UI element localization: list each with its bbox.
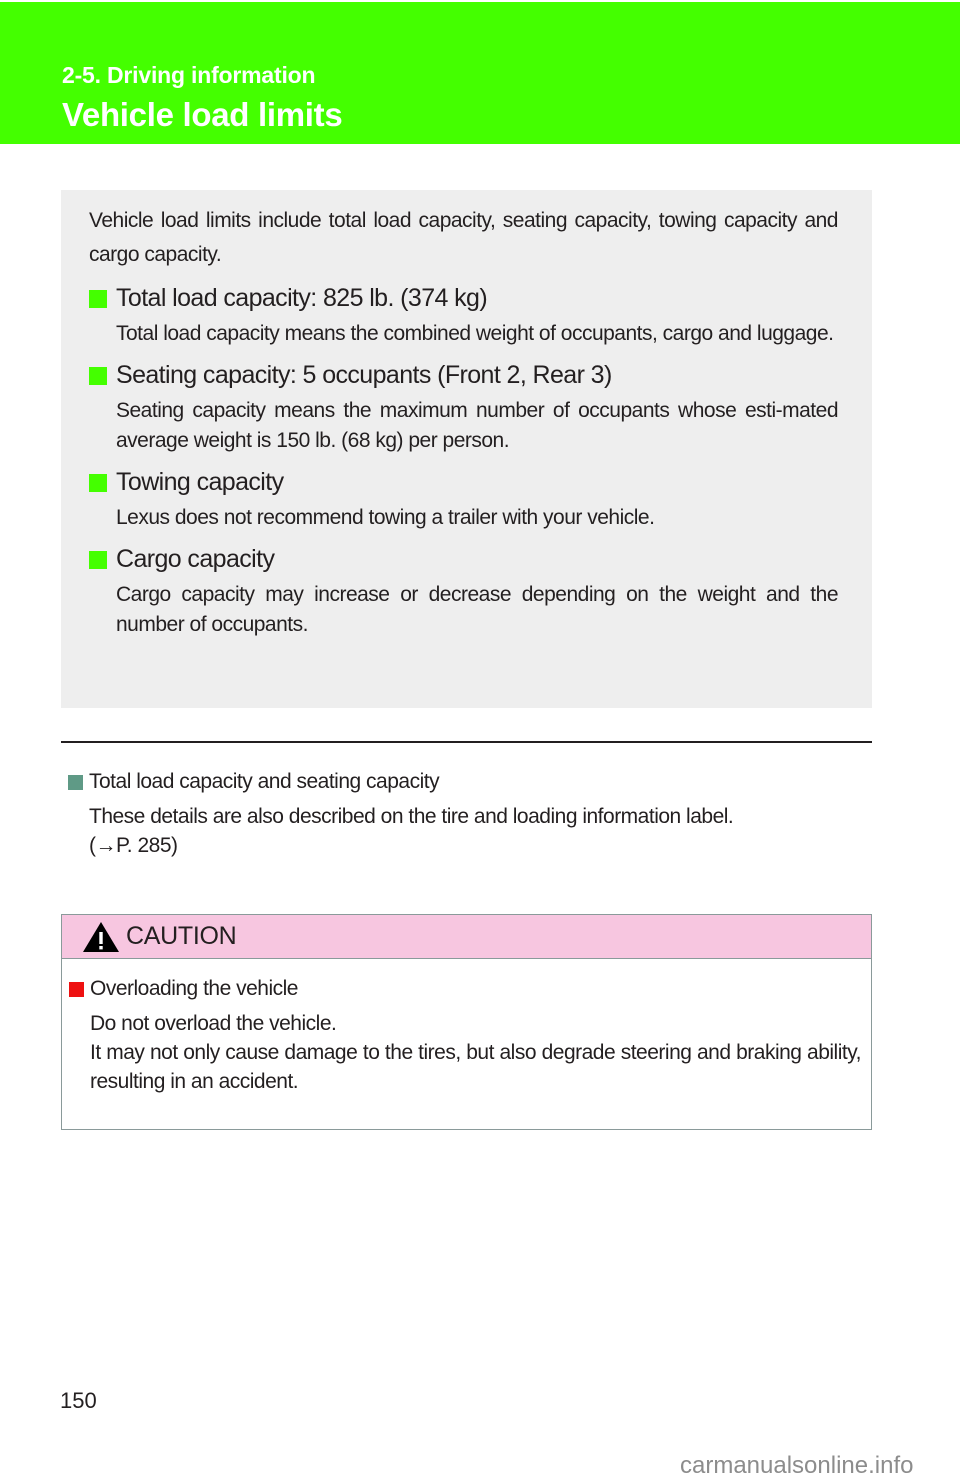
page-reference-link[interactable]: (→P. 285) xyxy=(89,834,178,857)
note-heading: Total load capacity and seating capacity xyxy=(89,770,440,793)
watermark: carmanualsonline.info xyxy=(680,1452,914,1479)
divider xyxy=(61,741,872,743)
page-number: 150 xyxy=(60,1388,97,1413)
warning-icon xyxy=(83,921,119,952)
bullet-square-icon xyxy=(68,774,83,790)
page-header: 2-5. Driving information Vehicle load li… xyxy=(0,2,960,144)
note-text: These details are also described on the … xyxy=(89,805,734,828)
item-heading: Seating capacity: 5 occupants (Front 2, … xyxy=(116,361,612,389)
bullet-square-icon xyxy=(89,550,107,569)
bullet-square-icon xyxy=(89,289,107,308)
bullet-square-icon xyxy=(89,473,107,492)
bullet-square-icon xyxy=(69,981,84,997)
bullet-square-icon xyxy=(89,366,107,385)
summary-item: Seating capacity: 5 occupants (Front 2, … xyxy=(89,361,839,456)
item-text: Lexus does not recommend towing a traile… xyxy=(116,506,655,529)
item-heading: Cargo capacity xyxy=(116,545,275,573)
caution-text: Do not overload the vehicle. xyxy=(90,1012,337,1035)
note-section: Total load capacity and seating capacity… xyxy=(68,770,734,860)
summary-item: Towing capacity Lexus does not recommend… xyxy=(89,468,838,533)
item-text: Seating capacity means the maximum numbe… xyxy=(116,399,839,452)
page-title: Vehicle load limits xyxy=(62,96,343,133)
caution-label: CAUTION xyxy=(126,922,237,950)
caution-box: CAUTION Overloading the vehicle Do not o… xyxy=(61,914,872,1130)
item-text: Total load capacity means the combined w… xyxy=(116,322,834,345)
section-label: 2-5. Driving information xyxy=(62,62,316,88)
intro-text: Vehicle load limits include total load c… xyxy=(89,209,839,266)
summary-item: Total load capacity: 825 lb. (374 kg) To… xyxy=(89,284,838,349)
summary-box: Vehicle load limits include total load c… xyxy=(61,190,872,708)
summary-item: Cargo capacity Cargo capacity may increa… xyxy=(89,545,839,640)
item-heading: Total load capacity: 825 lb. (374 kg) xyxy=(116,284,488,312)
item-text: Cargo capacity may increase or decrease … xyxy=(116,583,839,636)
caution-heading: Overloading the vehicle xyxy=(90,977,298,1000)
item-heading: Towing capacity xyxy=(116,468,284,496)
caution-text: It may not only cause damage to the tire… xyxy=(90,1041,862,1093)
